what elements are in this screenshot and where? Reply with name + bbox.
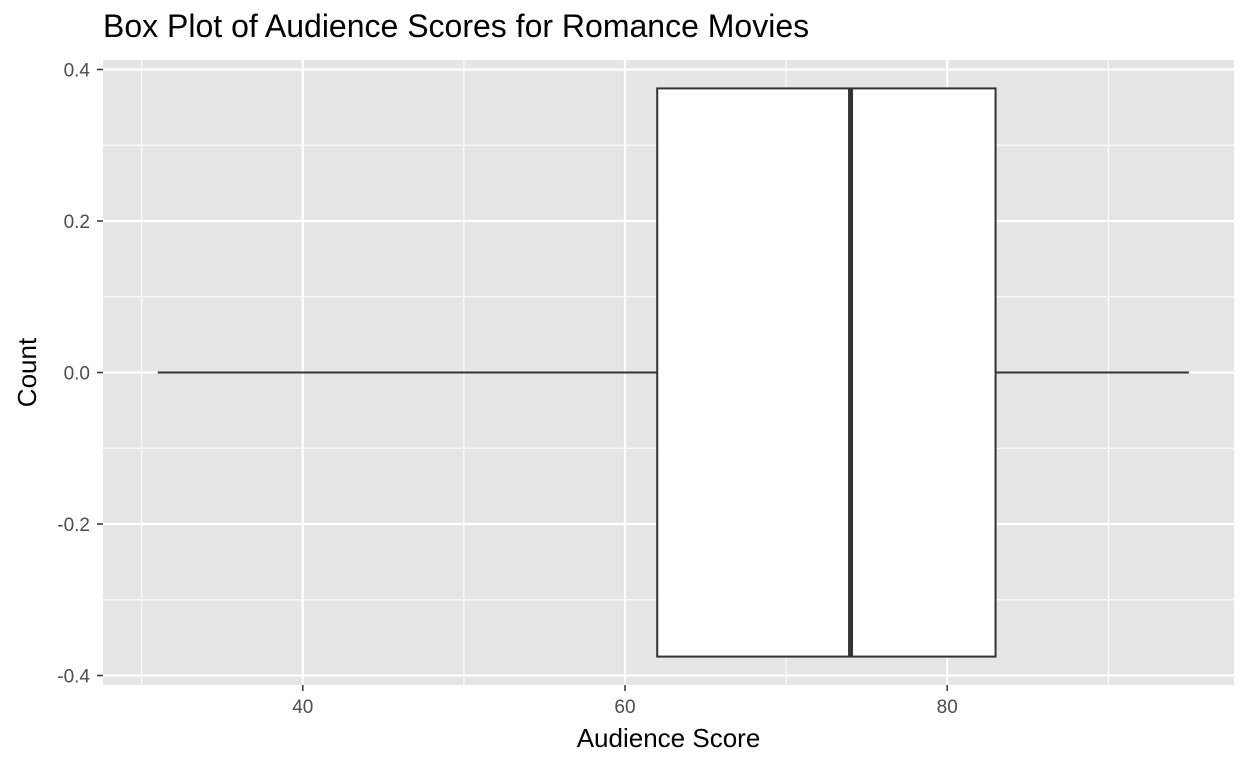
x-axis: 40 60 80 [292,685,958,718]
box-plot-marks [157,87,1189,658]
y-tick-label: -0.4 [57,667,90,688]
y-tick-label: 0.2 [64,212,90,233]
chart-title: Box Plot of Audience Scores for Romance … [103,8,810,44]
y-tick-label: -0.2 [57,515,90,536]
y-tick-label: 0.4 [64,60,91,81]
x-tick-label: 40 [292,697,313,718]
y-axis: -0.4 -0.2 0.0 0.2 0.4 [57,60,103,688]
interquartile-box [656,87,997,658]
y-tick-label: 0.0 [64,364,90,385]
x-tick-label: 80 [937,697,958,718]
x-tick-label: 60 [614,697,635,718]
y-axis-title: Count [12,337,42,407]
x-axis-title: Audience Score [577,723,761,753]
